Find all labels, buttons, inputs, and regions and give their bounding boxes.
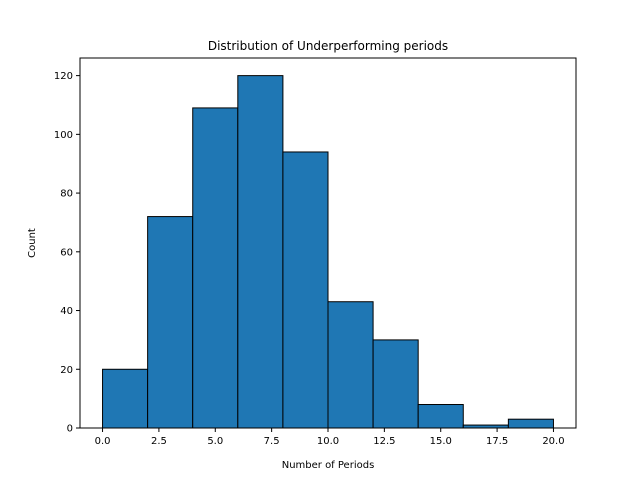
y-axis-label: Count bbox=[27, 228, 38, 258]
x-axis-ticks: 0.0 2.5 5.0 7.5 10.0 12.5 15.0 17.5 20.0 bbox=[95, 428, 565, 447]
x-axis-label: Number of Periods bbox=[282, 460, 375, 471]
bars-group bbox=[102, 75, 554, 429]
chart-title: Distribution of Underperforming periods bbox=[208, 39, 448, 53]
x-tick-label: 2.5 bbox=[151, 436, 167, 447]
histogram-bar bbox=[372, 339, 419, 429]
histogram-bar bbox=[237, 75, 284, 429]
x-tick-label: 15.0 bbox=[430, 436, 452, 447]
y-tick-label: 0 bbox=[67, 424, 73, 435]
histogram-bar bbox=[102, 368, 149, 429]
y-tick-label: 40 bbox=[60, 306, 73, 317]
y-tick-label: 60 bbox=[60, 247, 73, 258]
x-tick-label: 7.5 bbox=[264, 436, 280, 447]
histogram-bar bbox=[327, 301, 374, 429]
y-axis-ticks: 0 20 40 60 80 100 120 bbox=[54, 71, 80, 435]
histogram-bar bbox=[417, 404, 464, 429]
x-tick-label: 5.0 bbox=[207, 436, 223, 447]
y-tick-label: 80 bbox=[60, 189, 73, 200]
histogram-bar bbox=[147, 216, 194, 429]
x-tick-label: 17.5 bbox=[486, 436, 508, 447]
histogram-bar bbox=[507, 418, 554, 429]
x-tick-label: 12.5 bbox=[373, 436, 395, 447]
y-tick-label: 20 bbox=[60, 365, 73, 376]
x-tick-label: 20.0 bbox=[542, 436, 564, 447]
y-tick-label: 100 bbox=[54, 130, 73, 141]
y-tick-label: 120 bbox=[54, 71, 73, 82]
histogram-bar bbox=[282, 151, 329, 429]
x-tick-label: 10.0 bbox=[317, 436, 339, 447]
histogram-bar bbox=[192, 107, 239, 429]
x-tick-label: 0.0 bbox=[95, 436, 111, 447]
